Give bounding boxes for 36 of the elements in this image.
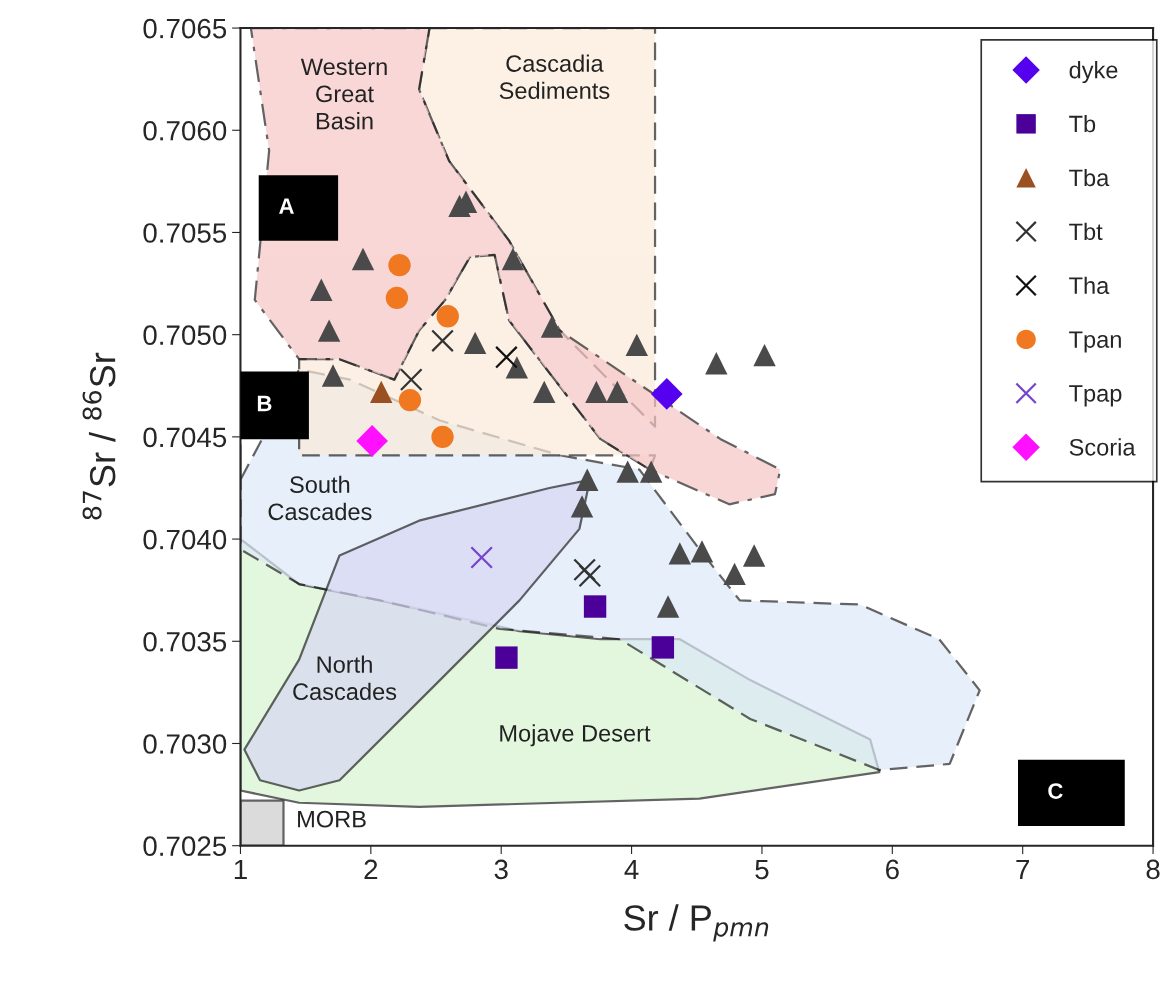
- y-tick-label: 0.7050: [143, 325, 227, 346]
- x-tick-label: 3: [494, 859, 508, 880]
- annotation: North Cascades: [293, 655, 397, 701]
- x-tick-label: 2: [364, 859, 378, 880]
- annotation: C: [1048, 783, 1063, 799]
- x-tick-label: 6: [886, 859, 899, 880]
- x-tick-label: 4: [624, 859, 639, 880]
- annotation: Mojave Desert: [500, 724, 651, 747]
- y-tick-label: 0.7055: [143, 223, 227, 243]
- y-tick-label: 0.7035: [143, 631, 227, 652]
- annotation: Western Great Basin: [300, 58, 387, 130]
- legend-label: dyke: [1069, 61, 1118, 84]
- legend-label: Tha: [1069, 276, 1110, 294]
- x-tick-label: 5: [755, 859, 769, 880]
- y-tick-label: 0.7045: [143, 427, 227, 448]
- annotation: MORB: [298, 810, 366, 828]
- annotation: A: [279, 198, 294, 214]
- y-tick-label: 0.7025: [143, 836, 227, 857]
- legend-label: Tpan: [1069, 331, 1121, 353]
- annotation: South Cascades: [268, 475, 372, 521]
- annotation: Cascadia Sediments: [499, 54, 610, 100]
- x-axis-title: Sr / P$_{pmn}$: [624, 904, 769, 942]
- y-tick-label: 0.7065: [143, 18, 227, 39]
- y-tick-label: 0.7060: [143, 120, 227, 141]
- legend-label: Tpap: [1069, 385, 1122, 407]
- annotation: B: [257, 395, 272, 412]
- legend-label: Tbt: [1069, 222, 1103, 241]
- y-axis-title: $^{87}$Sr / $^{86}$Sr: [82, 352, 116, 520]
- x-tick-label: 1: [234, 859, 247, 880]
- y-tick-label: 0.7030: [143, 734, 227, 754]
- y-tick-label: 0.7040: [143, 529, 227, 550]
- x-tick-label: 8: [1146, 859, 1160, 880]
- legend-label: Scoria: [1069, 438, 1136, 456]
- legend-label: Tba: [1069, 168, 1110, 187]
- legend-label: Tb: [1069, 115, 1096, 133]
- x-tick-label: 7: [1016, 859, 1030, 880]
